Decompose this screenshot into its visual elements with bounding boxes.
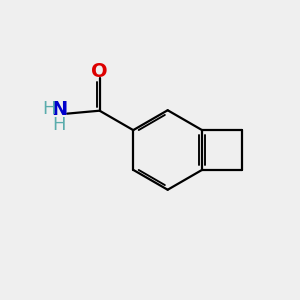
- Text: O: O: [91, 62, 108, 81]
- Text: H: H: [52, 116, 66, 134]
- Text: N: N: [51, 100, 67, 119]
- Text: H: H: [42, 100, 56, 118]
